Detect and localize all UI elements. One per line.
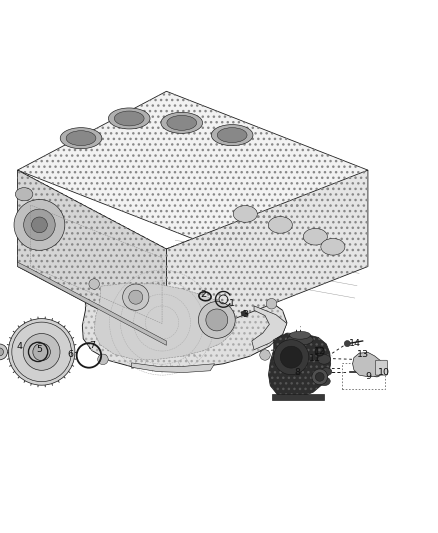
Ellipse shape	[66, 131, 96, 146]
Circle shape	[198, 302, 235, 338]
Text: 14: 14	[349, 338, 361, 348]
Text: 13: 13	[357, 350, 369, 359]
Polygon shape	[82, 271, 287, 369]
Polygon shape	[272, 394, 324, 400]
Ellipse shape	[321, 368, 332, 376]
Ellipse shape	[15, 188, 33, 201]
Circle shape	[89, 279, 99, 289]
Circle shape	[266, 298, 277, 309]
Circle shape	[315, 373, 324, 381]
Circle shape	[14, 199, 65, 251]
Circle shape	[129, 290, 143, 304]
Ellipse shape	[60, 128, 102, 149]
Ellipse shape	[318, 354, 331, 364]
Ellipse shape	[290, 332, 311, 339]
Polygon shape	[18, 262, 166, 345]
Text: 11: 11	[309, 354, 321, 363]
Polygon shape	[94, 283, 237, 359]
Circle shape	[344, 341, 350, 346]
Text: 1: 1	[229, 299, 235, 308]
Polygon shape	[353, 352, 385, 377]
Text: 7: 7	[89, 341, 95, 350]
Ellipse shape	[268, 216, 293, 233]
Circle shape	[274, 340, 309, 375]
Circle shape	[0, 348, 4, 356]
Text: 5: 5	[36, 345, 42, 354]
Polygon shape	[18, 91, 368, 249]
Circle shape	[32, 217, 47, 233]
Text: 4: 4	[17, 342, 23, 351]
Ellipse shape	[167, 115, 197, 130]
Circle shape	[280, 346, 302, 368]
Polygon shape	[166, 170, 368, 345]
Polygon shape	[252, 306, 287, 350]
Text: 8: 8	[295, 368, 301, 377]
Ellipse shape	[233, 206, 258, 222]
Circle shape	[98, 354, 108, 365]
Ellipse shape	[303, 229, 328, 245]
Circle shape	[24, 209, 55, 241]
Circle shape	[8, 319, 75, 385]
Ellipse shape	[108, 108, 150, 129]
Ellipse shape	[217, 128, 247, 142]
Polygon shape	[268, 333, 331, 398]
Circle shape	[0, 344, 7, 360]
Circle shape	[372, 368, 381, 377]
Circle shape	[23, 334, 60, 370]
Text: 12: 12	[314, 348, 326, 357]
Polygon shape	[241, 310, 248, 317]
Ellipse shape	[287, 334, 313, 345]
Circle shape	[206, 309, 228, 331]
Text: 9: 9	[365, 373, 371, 382]
Circle shape	[33, 343, 50, 361]
Polygon shape	[131, 363, 215, 373]
FancyBboxPatch shape	[375, 360, 388, 375]
Text: 10: 10	[378, 368, 390, 377]
Ellipse shape	[114, 111, 144, 126]
Ellipse shape	[211, 125, 253, 146]
Circle shape	[260, 350, 270, 360]
Ellipse shape	[161, 112, 202, 133]
Polygon shape	[18, 170, 166, 345]
Text: 6: 6	[67, 351, 73, 359]
Text: 2: 2	[201, 290, 207, 300]
Ellipse shape	[318, 377, 330, 386]
Text: 3: 3	[242, 310, 248, 319]
Circle shape	[123, 284, 149, 310]
Circle shape	[312, 369, 328, 385]
Ellipse shape	[321, 238, 345, 255]
